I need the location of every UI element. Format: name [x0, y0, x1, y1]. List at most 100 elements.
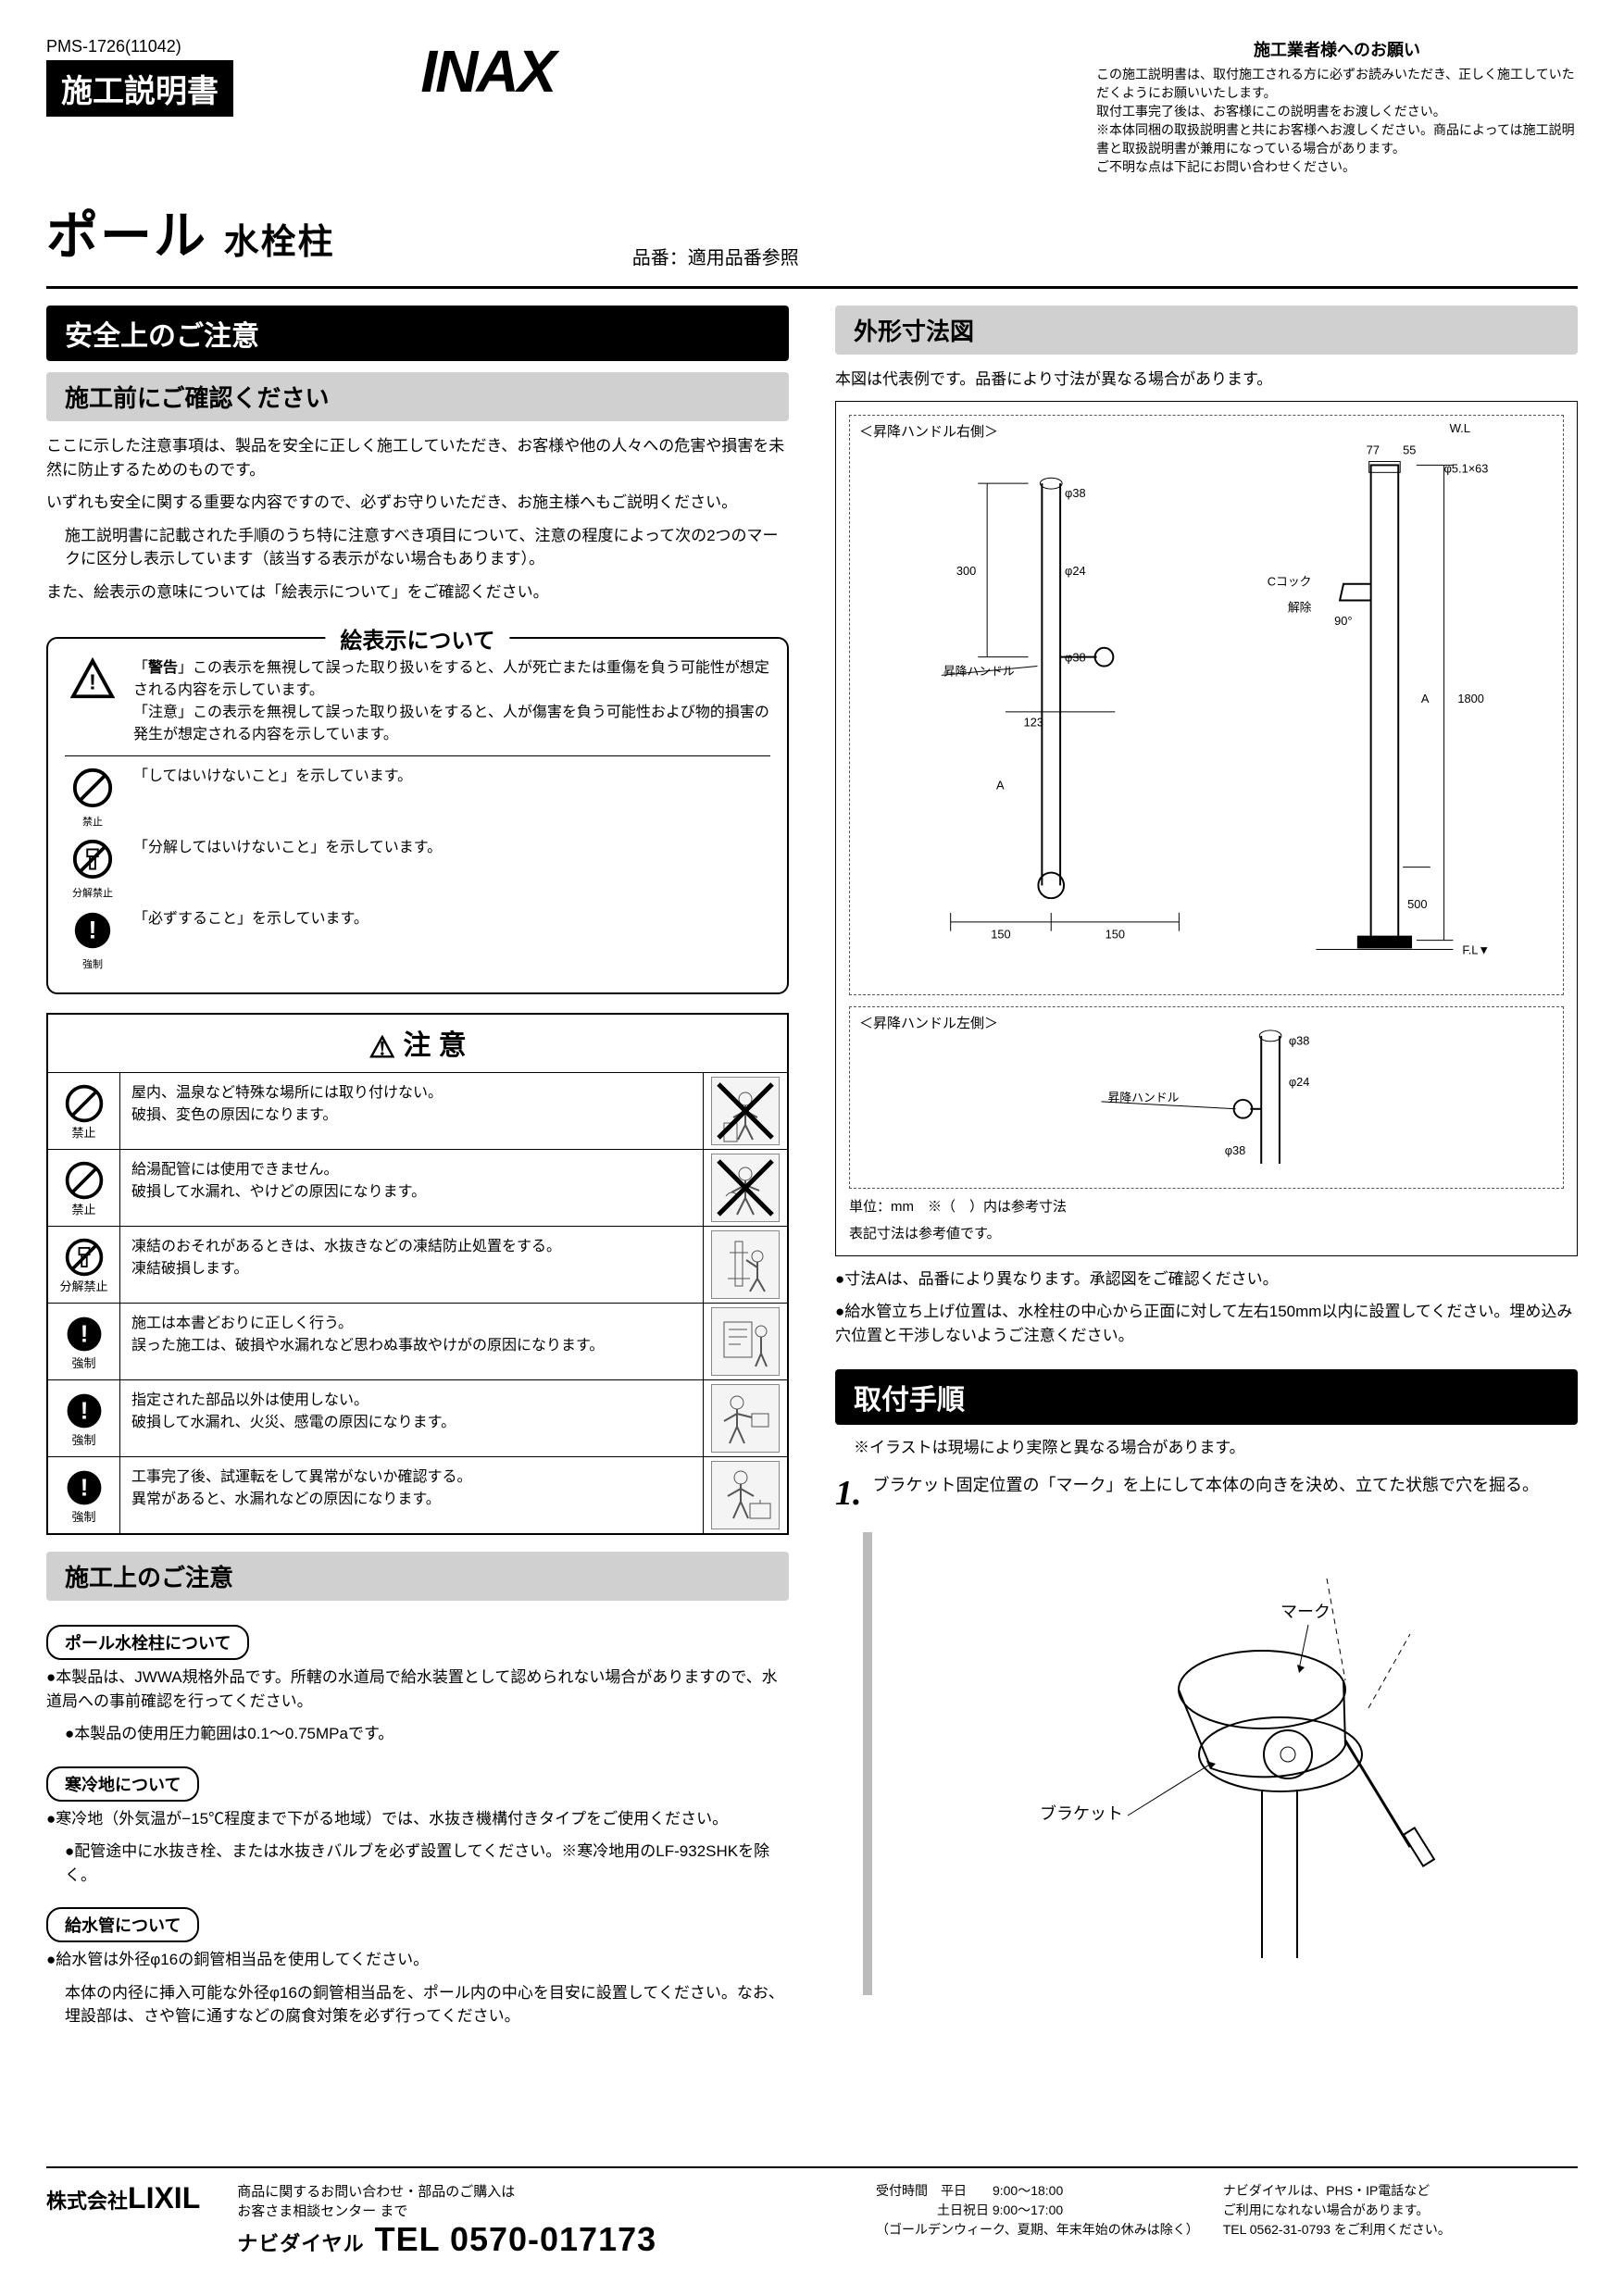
header: PMS-1726(11042) 施工説明書 INAX 施工業者様へのお願い この…: [46, 37, 1578, 176]
svg-text:φ24: φ24: [1065, 563, 1086, 577]
procedure-header: 取付手順: [835, 1369, 1578, 1425]
dimension-drawing-sub-svg: 昇降ハンドル φ38 φ24 φ38: [859, 1017, 1554, 1174]
svg-text:φ38: φ38: [1289, 1033, 1310, 1047]
svg-text:F.L▼: F.L▼: [1462, 942, 1490, 956]
pictogram-box: 絵表示について ! 「警告」この表示を無視して誤った取り扱いをすると、人が死亡ま…: [46, 637, 789, 994]
dimension-diagram-box: ＜昇降ハンドル右側＞ W.L 昇降ハンドル: [835, 401, 1578, 1256]
company-logo: 株式会社LIXIL: [46, 2181, 200, 2215]
warning-text: 給湯配管には使用できません。破損して水漏れ、やけどの原因になります。: [120, 1150, 704, 1226]
pict-def-row: 分解禁止 「分解してはいけないこと」を示しています。: [65, 837, 770, 899]
product-name-main: ポール: [46, 206, 207, 265]
installer-notice: 施工業者様へのお願い この施工説明書は、取付施工される方に必ずお読みいただき、正…: [1096, 37, 1578, 176]
svg-text:昇降ハンドル: 昇降ハンドル: [943, 664, 1015, 678]
diagram-sub-title: ＜昇降ハンドル左側＞: [859, 1013, 998, 1032]
header-left: PMS-1726(11042) 施工説明書: [46, 37, 233, 117]
safety-intro: 施工説明書に記載された手順のうち特に注意すべき項目について、注意の程度によって次…: [46, 524, 789, 571]
warning-table-header: ⚠ 注 意: [48, 1015, 787, 1073]
procedure-step: 1. ブラケット固定位置の「マーク」を上にして本体の向きを決め、立てた状態で穴を…: [835, 1473, 1578, 1514]
warning-text: 凍結のおそれがあるときは、水抜きなどの凍結防止処置をする。凍結破損します。: [120, 1227, 704, 1303]
step-figure-area: マーク ブラケット: [835, 1532, 1578, 1995]
pict-def-text: 「分解してはいけないこと」を示しています。: [133, 837, 770, 859]
warning-row: 禁止給湯配管には使用できません。破損して水漏れ、やけどの原因になります。: [48, 1149, 787, 1226]
svg-text:Cコック: Cコック: [1268, 574, 1312, 588]
step-progress-bar: [863, 1532, 872, 1995]
dimensions-note: 本図は代表例です。品番により寸法が異なる場合があります。: [835, 368, 1578, 392]
product-name-sub: 水栓柱: [224, 223, 335, 262]
footer-tel: ナビダイヤル TEL 0570-017173: [237, 2220, 839, 2259]
svg-text:解除: 解除: [1288, 600, 1312, 614]
warning-illustration: [704, 1227, 787, 1303]
warning-row: !強制工事完了後、試運転をして異常がないか確認する。異常があると、水漏れなどの原…: [48, 1456, 787, 1533]
svg-text:1800: 1800: [1457, 692, 1484, 705]
product-row: ポール 水栓柱 品番：適用品番参照: [46, 176, 1578, 269]
safety-subheader: 施工前にご確認ください: [46, 372, 789, 421]
procedure-intro: ※イラストは現場により実際と異なる場合があります。: [835, 1436, 1578, 1460]
footer: 株式会社LIXIL 商品に関するお問い合わせ・部品のご購入は お客さま相談センタ…: [46, 2166, 1578, 2259]
installer-notice-line: ご不明な点は下記にお問い合わせください。: [1096, 157, 1578, 176]
product-name: ポール 水栓柱: [46, 194, 335, 269]
note-label: ポール水栓柱について: [46, 1625, 249, 1660]
prohibit-icon: 禁止: [48, 1150, 120, 1226]
warning-illustration: [704, 1073, 787, 1149]
warning-triangle-icon: ⚠: [369, 1030, 395, 1064]
pict-def-text: 「してはいけないこと」を示しています。: [133, 766, 770, 788]
svg-text:ブラケット: ブラケット: [1040, 1803, 1123, 1823]
svg-text:77: 77: [1367, 443, 1380, 456]
svg-text:150: 150: [1106, 927, 1125, 941]
diagram-note: 単位：mm ※（ ）内は参考寸法: [849, 1196, 1564, 1216]
installer-notice-line: ※本体同梱の取扱説明書と共にお客様へお渡しください。商品によっては施工説明書と取…: [1096, 120, 1578, 157]
dim-after-note: ●寸法Aは、品番により異なります。承認図をご確認ください。: [835, 1267, 1578, 1292]
svg-text:A: A: [1421, 692, 1430, 705]
prohibit-icon: 禁止: [65, 766, 120, 828]
safety-intro: ここに示した注意事項は、製品を安全に正しく施工していただき、お客様や他の人々への…: [46, 434, 789, 481]
svg-text:φ38: φ38: [1065, 485, 1086, 499]
prohibit-icon: 禁止: [48, 1073, 120, 1149]
svg-text:150: 150: [991, 927, 1010, 941]
pict-def-row: ! 「警告」この表示を無視して誤った取り扱いをすると、人が死亡または重傷を負う可…: [65, 657, 770, 746]
footer-line: お客さま相談センター まで: [237, 2201, 839, 2220]
mandatory-icon: !強制: [48, 1380, 120, 1456]
doc-title: 施工説明書: [46, 60, 233, 117]
svg-text:300: 300: [956, 563, 976, 577]
svg-text:!: !: [89, 670, 96, 694]
svg-text:マーク: マーク: [1280, 1603, 1330, 1621]
warning-illustration: [704, 1150, 787, 1226]
header-divider: [46, 286, 1578, 289]
safety-intro: いずれも安全に関する重要な内容ですので、必ずお守りいただき、お施主様へもご説明く…: [46, 491, 789, 515]
note-text: ●配管途中に水抜き栓、または水抜きバルブを必ず設置してください。※寒冷地用のLF…: [46, 1840, 789, 1887]
footer-hours: 受付時間 平日 9:00〜18:00 土日祝日 9:00〜17:00 （ゴールデ…: [876, 2181, 1578, 2240]
diagram-note: 表記寸法は参考値です。: [849, 1223, 1564, 1242]
note-text: 本体の内径に挿入可能な外径φ16の銅管相当品を、ポール内の中心を目安に設置してく…: [46, 1981, 789, 2028]
safety-intro: また、絵表示の意味については「絵表示について」をご確認ください。: [46, 580, 789, 605]
svg-text:500: 500: [1407, 897, 1427, 911]
svg-text:!: !: [80, 1475, 88, 1501]
left-column: 安全上のご注意 施工前にご確認ください ここに示した注意事項は、製品を安全に正し…: [46, 306, 789, 2038]
installer-notice-title: 施工業者様へのお願い: [1096, 37, 1578, 61]
warning-text: 指定された部品以外は使用しない。破損して水漏れ、火災、感電の原因になります。: [120, 1380, 704, 1456]
svg-text:A: A: [996, 778, 1005, 792]
warning-triangle-icon: !: [65, 657, 120, 706]
diagram-title: ＜昇降ハンドル右側＞: [859, 421, 998, 441]
footer-hours-block: 受付時間 平日 9:00〜18:00 土日祝日 9:00〜17:00 （ゴールデ…: [876, 2181, 1199, 2240]
pict-def-text: 「必ずすること」を示しています。: [133, 908, 770, 930]
dim-after-note: ●給水管立ち上げ位置は、水栓柱の中心から正面に対して左右150mm以内に設置して…: [835, 1300, 1578, 1347]
install-notes-header: 施工上のご注意: [46, 1552, 789, 1601]
dim-label: W.L: [1450, 421, 1470, 435]
dimension-diagram-sub: ＜昇降ハンドル左側＞ 昇降ハンドル φ38 φ24 φ38: [849, 1006, 1564, 1189]
pict-divider: [65, 755, 770, 756]
warning-table: ⚠ 注 意 禁止屋内、温泉など特殊な場所には取り付けない。破損、変色の原因になり…: [46, 1013, 789, 1535]
note-text: ●本製品の使用圧力範囲は0.1〜0.75MPaです。: [46, 1722, 789, 1746]
dimension-drawing-svg: 昇降ハンドル 300 φ38 φ24 φ38 150 150: [859, 425, 1554, 980]
mandatory-icon: !強制: [48, 1304, 120, 1379]
warning-text: 工事完了後、試運転をして異常がないか確認する。異常があると、水漏れなどの原因にな…: [120, 1457, 704, 1533]
safety-header: 安全上のご注意: [46, 306, 789, 361]
svg-text:φ38: φ38: [1225, 1143, 1246, 1157]
warning-row: !強制施工は本書どおりに正しく行う。誤った施工は、破損や水漏れなど思わぬ事故やけ…: [48, 1303, 787, 1379]
svg-text:90°: 90°: [1334, 614, 1352, 628]
svg-text:!: !: [80, 1321, 88, 1347]
mandatory-icon: ! 強制: [65, 908, 120, 970]
note-text: ●寒冷地（外気温が−15℃程度まで下がる地域）では、水抜き機構付きタイプをご使用…: [46, 1807, 789, 1831]
svg-text:55: 55: [1403, 443, 1416, 456]
warning-row: 禁止屋内、温泉など特殊な場所には取り付けない。破損、変色の原因になります。: [48, 1073, 787, 1149]
pict-def-row: 禁止 「してはいけないこと」を示しています。: [65, 766, 770, 828]
